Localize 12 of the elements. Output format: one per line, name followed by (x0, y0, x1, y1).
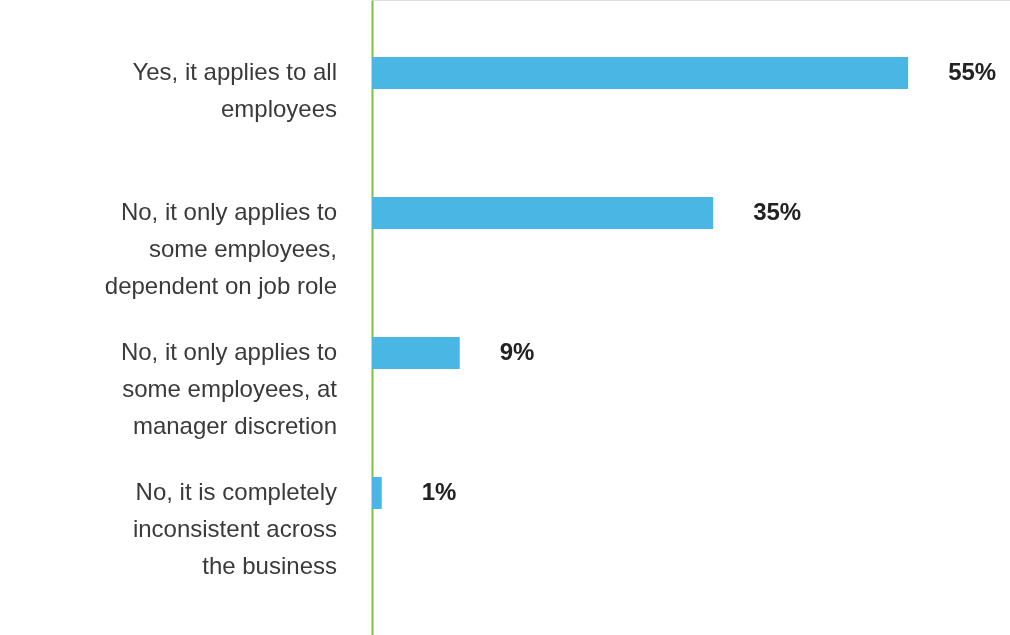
data-label: 9% (499, 337, 535, 365)
data-label: 55% (948, 58, 997, 85)
y-tick-label: Yes, it applies to all employees (132, 58, 337, 122)
data-label: 35% (753, 197, 802, 225)
bar (372, 336, 460, 369)
data-label: 1% (421, 477, 457, 505)
bar (372, 476, 382, 509)
y-tick-label: No, it only applies to some employees, at manager discretion (120, 337, 338, 439)
y-tick-label: No, it is completely inconsistent across the business (132, 477, 337, 579)
bar (372, 196, 714, 229)
bar (372, 57, 909, 89)
y-tick-label: No, it only applies to some employees, dependent on job role (104, 197, 337, 299)
